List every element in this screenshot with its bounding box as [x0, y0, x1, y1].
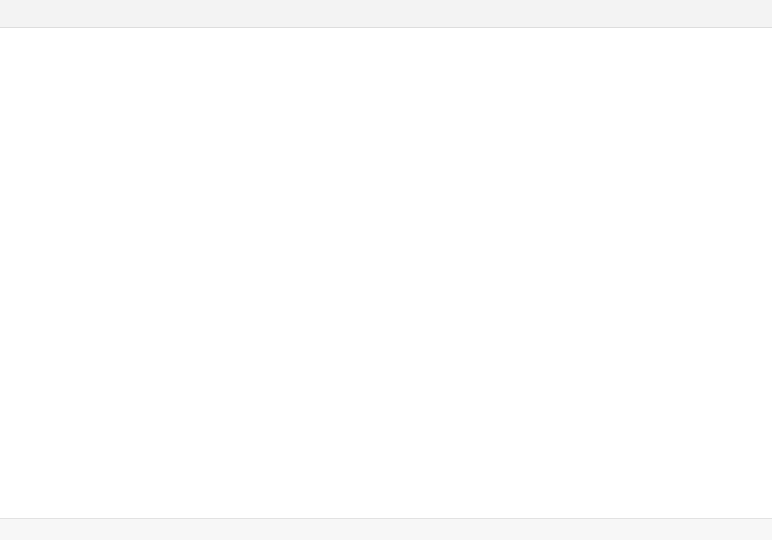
main-content: [0, 28, 772, 518]
status-bar: [0, 518, 772, 540]
title-bar: [0, 0, 772, 28]
